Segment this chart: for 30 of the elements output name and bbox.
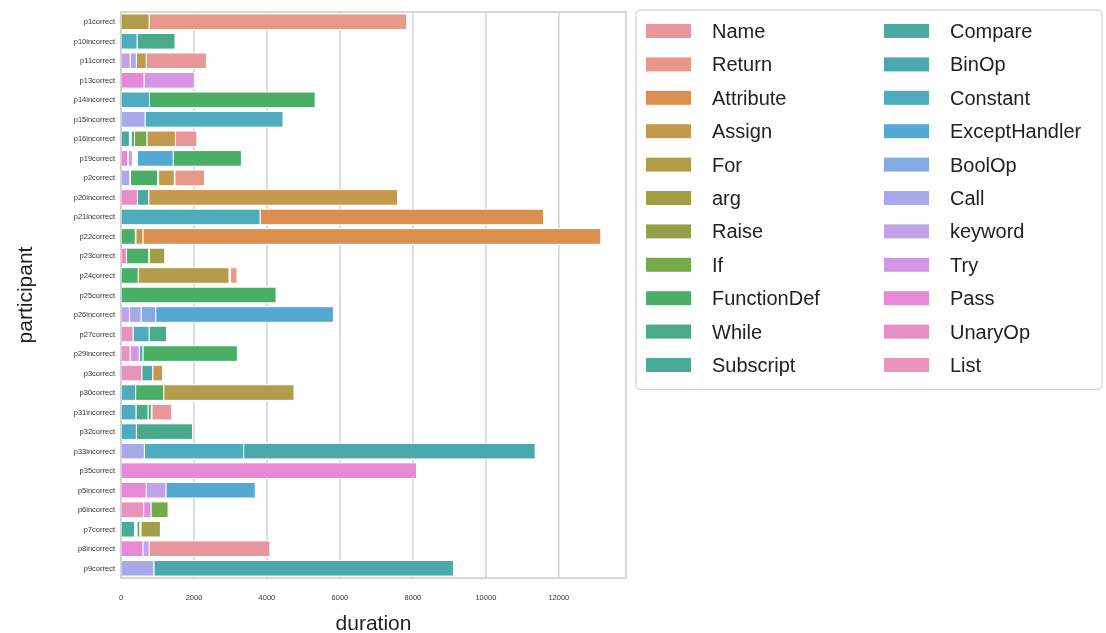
legend-label: Subscript bbox=[712, 354, 796, 376]
legend-label: While bbox=[712, 320, 763, 343]
legend-label: If bbox=[712, 253, 724, 276]
legend-label: Raise bbox=[712, 220, 764, 243]
legend-label: Try bbox=[950, 253, 979, 276]
bar bbox=[142, 345, 238, 362]
bar bbox=[148, 540, 271, 558]
bar bbox=[151, 403, 173, 421]
bar bbox=[120, 462, 418, 479]
legend-label: Constant bbox=[950, 86, 1031, 109]
legend-label: Attribute bbox=[712, 86, 787, 109]
legend-label: Compare bbox=[950, 20, 1033, 42]
legend-label: BinOp bbox=[950, 53, 1006, 76]
legend-label: FunctionDef bbox=[712, 287, 821, 310]
legend-label: keyword bbox=[950, 220, 1025, 243]
legend-label: Call bbox=[950, 187, 985, 209]
legend-label: Pass bbox=[950, 287, 995, 310]
legend-label: BoolOp bbox=[950, 153, 1017, 176]
legend-label: ExceptHandler bbox=[950, 120, 1082, 143]
legend-label: Assign bbox=[712, 120, 773, 143]
legend-label: For bbox=[712, 153, 743, 176]
bar bbox=[140, 520, 161, 538]
legend-label: Return bbox=[712, 53, 773, 76]
legend-label: Name bbox=[712, 20, 766, 42]
x-axis-title: duration bbox=[335, 611, 412, 633]
y-axis-title: participant bbox=[13, 246, 36, 344]
legend-label: UnaryOp bbox=[950, 320, 1031, 343]
bar bbox=[120, 286, 277, 304]
legend-label: List bbox=[950, 354, 982, 376]
legend-label: arg bbox=[712, 187, 741, 209]
